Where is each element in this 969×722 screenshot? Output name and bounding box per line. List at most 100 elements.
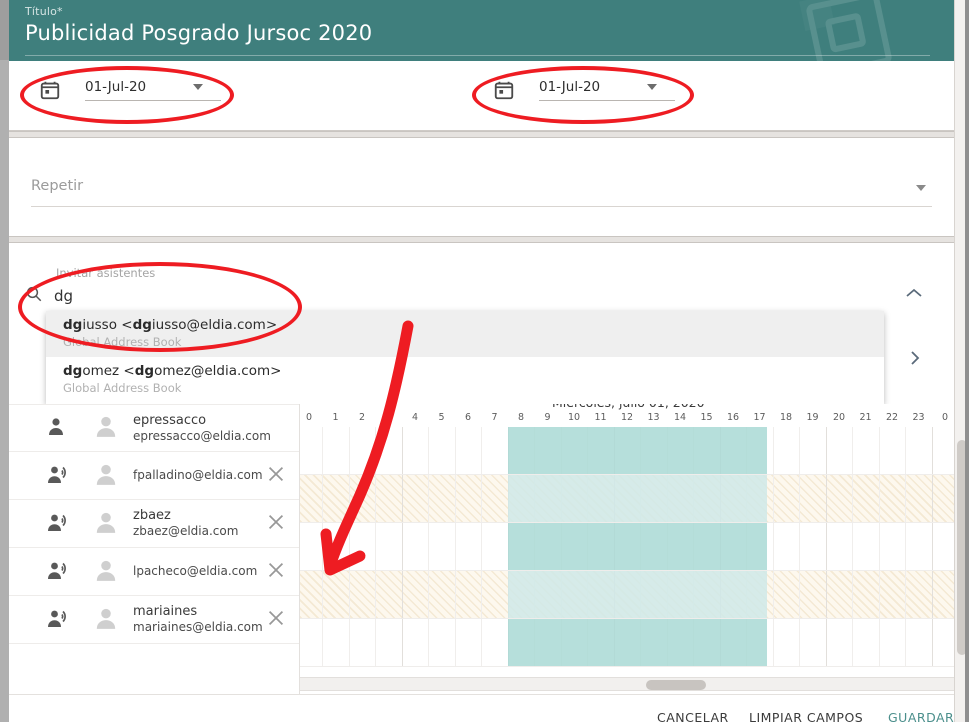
timeline-gridline — [454, 475, 456, 522]
remove-attendee-button[interactable] — [265, 607, 291, 633]
timeline-gridline — [322, 571, 324, 618]
hour-tick: 5 — [438, 412, 445, 423]
timeline-gridline — [905, 475, 907, 522]
timeline-gridline — [931, 523, 933, 570]
chevron-down-icon[interactable] — [193, 84, 203, 90]
invite-search-input[interactable]: dg — [54, 287, 74, 305]
selected-time-block[interactable] — [507, 427, 768, 474]
timeline-gridline — [322, 475, 324, 522]
timeline-gridline — [428, 475, 430, 522]
event-title-input[interactable]: Publicidad Posgrado Jursoc 2020 — [25, 21, 373, 45]
attendee-email: zbaez@eldia.com — [133, 524, 239, 539]
optional-attendee-icon — [48, 610, 66, 627]
timeline-gridline — [825, 523, 827, 570]
close-icon[interactable] — [265, 607, 287, 629]
calendar-icon — [40, 81, 60, 100]
dialog-footer: CANCELAR LIMPIAR CAMPOS GUARDAR — [9, 694, 954, 722]
repeat-placeholder[interactable]: Repetir — [31, 178, 84, 194]
start-date-value[interactable]: 01-Jul-20 — [85, 79, 221, 101]
optional-attendee-icon — [45, 605, 71, 635]
timeline-gridline — [852, 571, 854, 618]
avatar-icon — [96, 416, 116, 437]
remove-attendee-button[interactable] — [265, 463, 291, 489]
timeline-gridline — [878, 427, 880, 474]
timeline-row[interactable] — [300, 427, 954, 475]
end-date-field[interactable]: 01-Jul-20 — [493, 79, 675, 101]
hour-tick: 19 — [806, 412, 819, 423]
attendee-text: zbaez zbaez@eldia.com — [133, 508, 265, 538]
timeline-gridline — [348, 571, 350, 618]
timeline-scrollbar[interactable] — [300, 677, 954, 691]
autocomplete-option-dgiusso[interactable]: dgiusso <dgiusso@eldia.com> Global Addre… — [46, 311, 884, 357]
selected-time-block[interactable] — [507, 571, 768, 618]
timeline-scrollbar-thumb[interactable] — [646, 680, 706, 690]
save-button[interactable]: GUARDAR — [888, 710, 955, 722]
clear-fields-button[interactable]: LIMPIAR CAMPOS — [749, 710, 864, 722]
attendee-row[interactable]: zbaez zbaez@eldia.com — [9, 500, 299, 548]
avatar-icon — [96, 464, 116, 485]
remove-attendee-button[interactable] — [265, 511, 291, 537]
chevron-right-icon[interactable] — [909, 350, 921, 366]
hour-tick: 3 — [385, 412, 392, 423]
timeline-body[interactable] — [300, 427, 954, 671]
timeline-row[interactable] — [300, 571, 954, 619]
page-scrollbar-thumb[interactable] — [957, 440, 967, 655]
start-date-field[interactable]: 01-Jul-20 — [39, 79, 221, 101]
timeline-gridline — [428, 619, 430, 666]
attendee-row[interactable]: lpacheco@eldia.com — [9, 548, 299, 596]
timeline-gridline — [348, 427, 350, 474]
avatar-icon — [93, 557, 119, 587]
invite-autocomplete-menu: dgiusso <dgiusso@eldia.com> Global Addre… — [46, 311, 884, 404]
left-gutter-inner — [0, 60, 9, 722]
close-icon[interactable] — [265, 559, 287, 581]
hour-tick: 0 — [305, 412, 313, 423]
attendee-row[interactable]: fpalladino@eldia.com — [9, 452, 299, 500]
chevron-up-icon[interactable] — [906, 288, 922, 298]
timeline-gridline — [878, 475, 880, 522]
timeline-gridline — [481, 619, 483, 666]
hour-tick: 1 — [332, 412, 339, 423]
hour-tick: 17 — [753, 412, 766, 423]
timeline-row[interactable] — [300, 523, 954, 571]
attendee-text: mariaines mariaines@eldia.com — [133, 604, 265, 634]
autocomplete-option-dgomez[interactable]: dgomez <dgomez@eldia.com> Global Address… — [46, 357, 884, 403]
availability-timeline[interactable]: 01234567891011121314151617181920212223Mi… — [300, 404, 954, 694]
close-icon[interactable] — [265, 463, 287, 485]
hour-tick: 22 — [885, 412, 899, 423]
cancel-button[interactable]: CANCELAR — [657, 710, 729, 722]
timeline-gridline — [401, 523, 403, 570]
timeline-row[interactable] — [300, 475, 954, 523]
timeline-gridline — [481, 427, 483, 474]
timeline-gridline — [825, 475, 827, 522]
optional-attendee-icon — [45, 461, 71, 491]
search-icon[interactable] — [25, 285, 43, 303]
timeline-gridline — [905, 523, 907, 570]
chevron-down-icon[interactable] — [916, 185, 926, 191]
hour-tick: 20 — [832, 412, 846, 423]
optional-attendee-icon — [48, 466, 66, 483]
avatar-icon — [93, 461, 119, 491]
timeline-gridline — [905, 427, 907, 474]
chevron-down-icon[interactable] — [647, 84, 657, 90]
section-separator-2 — [9, 236, 954, 243]
attendee-row[interactable]: mariaines mariaines@eldia.com — [9, 596, 299, 644]
timeline-header: 01234567891011121314151617181920212223Mi… — [300, 404, 954, 427]
timeline-gridline — [852, 427, 854, 474]
timeline-gridline — [825, 427, 827, 474]
autocomplete-option-source: Global Address Book — [63, 381, 182, 395]
timeline-row[interactable] — [300, 619, 954, 667]
hour-tick: 21 — [859, 412, 872, 423]
selected-time-block[interactable] — [507, 523, 768, 570]
remove-attendee-button[interactable] — [265, 559, 291, 585]
selected-time-block[interactable] — [507, 475, 768, 522]
close-icon[interactable] — [265, 511, 287, 533]
timeline-gridline — [931, 475, 933, 522]
hour-tick: 14 — [673, 412, 687, 423]
attendee-row[interactable]: epressacco epressacco@eldia.com — [9, 404, 299, 452]
selected-time-block[interactable] — [507, 619, 768, 666]
timeline-gridline — [931, 619, 933, 666]
timeline-gridline — [401, 619, 403, 666]
timeline-gridline — [348, 523, 350, 570]
avatar-icon — [93, 605, 119, 635]
end-date-value[interactable]: 01-Jul-20 — [539, 79, 675, 101]
